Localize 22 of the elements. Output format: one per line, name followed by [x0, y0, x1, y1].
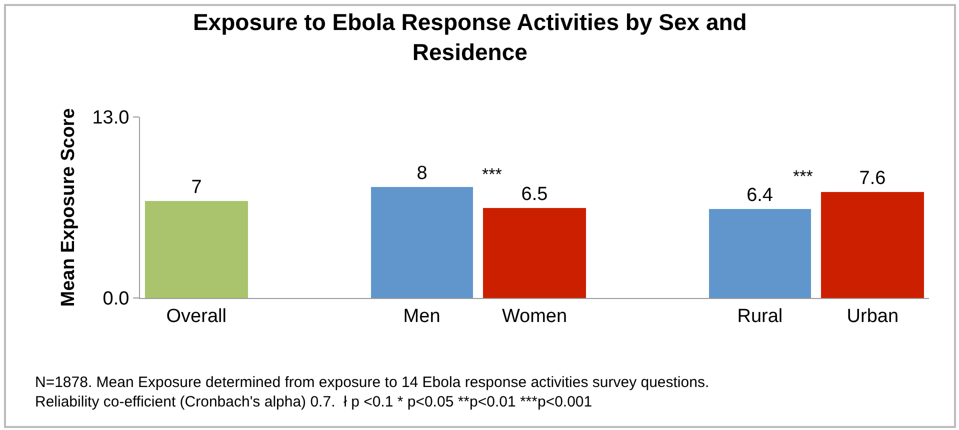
bar	[821, 192, 924, 298]
x-tick-label: Rural	[737, 306, 783, 327]
data-label: 7	[191, 177, 202, 198]
bar	[145, 201, 248, 298]
data-label: 8	[416, 163, 428, 184]
x-tick-label: Urban	[846, 306, 899, 327]
data-label: 7.6	[859, 168, 886, 189]
bar	[709, 209, 811, 298]
bar	[371, 187, 473, 298]
y-axis-title: Mean Exposure Score	[58, 108, 80, 307]
annotation: ***	[482, 165, 502, 184]
annotation: ***	[793, 167, 814, 186]
text: N=1878. Mean Exposure determined from exposure to 14 Ebola response activities survey questions. Reliability co-efficient (Cronbach's alpha) 0.7. ł p <0.1 * p<0.05 **p<0.01 ***p<0.001	[35, 374, 710, 410]
bar	[483, 208, 586, 298]
x-tick-label: Overall	[166, 306, 226, 327]
chart-title: Exposure to Ebola Response Activities by Sex and Residence	[192, 9, 747, 65]
data-label: 6.5	[521, 184, 548, 205]
x-tick-label: Men	[403, 306, 440, 327]
y-tick-label: 0.0	[102, 288, 130, 310]
x-tick-label: Women	[502, 306, 568, 327]
data-label: 6.4	[746, 185, 774, 206]
y-tick-label: 13.0	[92, 108, 130, 129]
